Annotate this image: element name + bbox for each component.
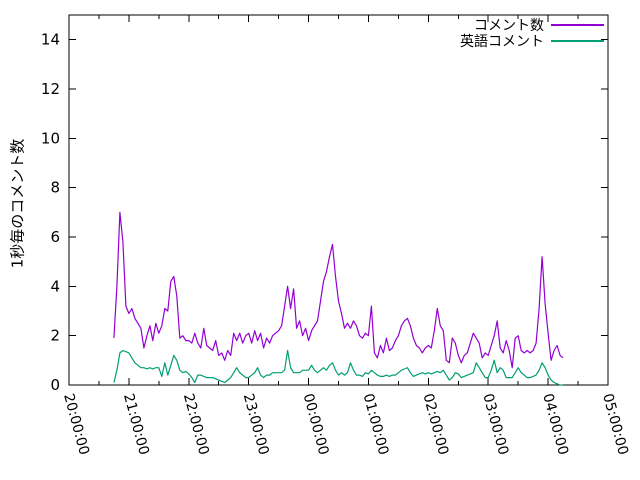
- svg-text:4: 4: [50, 277, 60, 295]
- legend-label-english-comments: 英語コメント: [460, 34, 544, 50]
- svg-text:20:00:00: 20:00:00: [60, 392, 92, 457]
- svg-text:0: 0: [50, 376, 60, 394]
- legend-line-comments-icon: [551, 24, 604, 26]
- svg-text:02:00:00: 02:00:00: [419, 392, 451, 457]
- svg-text:12: 12: [41, 80, 60, 98]
- svg-text:22:00:00: 22:00:00: [180, 392, 212, 457]
- svg-text:10: 10: [41, 129, 60, 147]
- svg-text:00:00:00: 00:00:00: [300, 392, 332, 457]
- svg-text:21:00:00: 21:00:00: [120, 392, 152, 457]
- svg-text:8: 8: [50, 179, 60, 197]
- legend: コメント数 英語コメント: [460, 17, 604, 50]
- svg-text:23:00:00: 23:00:00: [240, 392, 272, 457]
- y-axis-label: 1秒毎のコメント数: [8, 138, 27, 269]
- svg-text:14: 14: [41, 31, 60, 49]
- svg-text:6: 6: [50, 228, 60, 246]
- legend-item-comments: コメント数: [460, 17, 604, 34]
- legend-label-comments: コメント数: [474, 18, 544, 34]
- svg-text:05:00:00: 05:00:00: [599, 392, 631, 457]
- svg-text:2: 2: [50, 327, 60, 345]
- svg-text:01:00:00: 01:00:00: [360, 392, 392, 457]
- svg-text:03:00:00: 03:00:00: [479, 392, 511, 457]
- legend-line-english-comments-icon: [551, 40, 604, 42]
- svg-text:04:00:00: 04:00:00: [539, 392, 571, 457]
- legend-item-english-comments: 英語コメント: [460, 33, 604, 50]
